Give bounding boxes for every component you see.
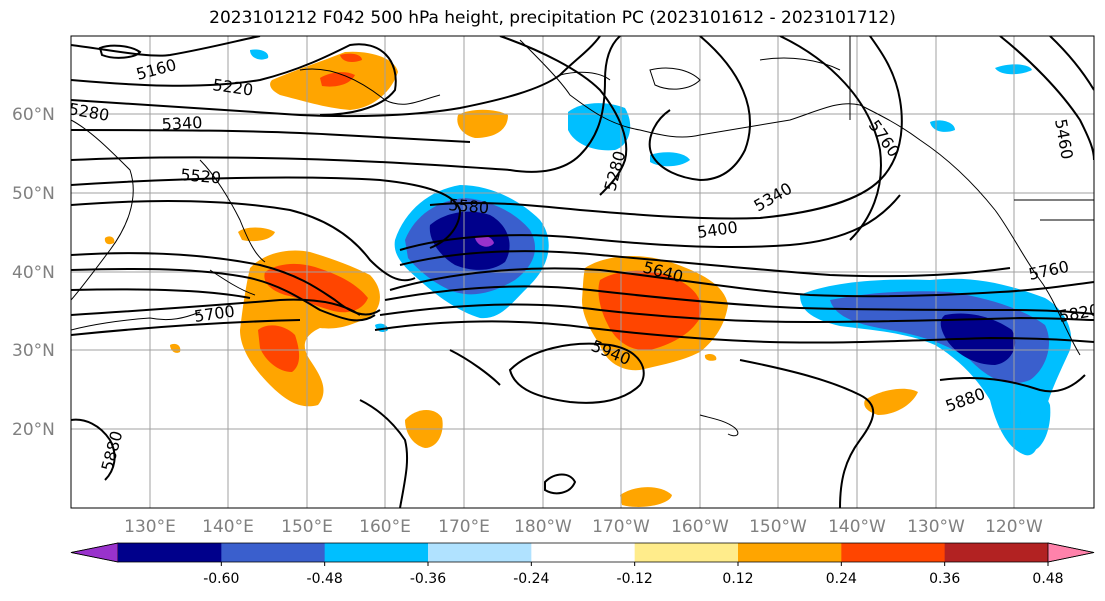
contour-label: 5340 [161, 113, 203, 134]
precip-negative-central-peak [475, 235, 494, 247]
colorbar-segment [944, 543, 1049, 562]
colorbar-segment [428, 543, 532, 562]
colorbar-extend-low [70, 542, 119, 563]
lat-label: 30°N [12, 341, 55, 361]
colorbar-segment [324, 543, 429, 562]
lat-label: 50°N [12, 184, 55, 204]
lat-label: 20°N [12, 420, 55, 440]
colorbar-tick-label: -0.36 [410, 571, 446, 587]
colorbar: -0.60 -0.48 -0.36 -0.24 -0.12 0.12 0.24 0.36 0.4… [70, 542, 1095, 587]
colorbar-tick-label: -0.60 [203, 571, 239, 587]
lon-label: 170°W [592, 517, 650, 537]
colorbar-segment [221, 543, 326, 562]
colorbar-segment [841, 543, 946, 562]
colorbar-segment [531, 543, 636, 562]
colorbar-tick-label: -0.12 [617, 571, 653, 587]
colorbar-segment [738, 543, 842, 562]
lon-label: 160°W [671, 517, 729, 537]
colorbar-tick-label: -0.48 [307, 571, 343, 587]
contour-label: 5580 [448, 195, 490, 217]
coastlines [71, 36, 1094, 437]
colorbar-segment [118, 543, 222, 562]
map-frame [70, 35, 1095, 509]
colorbar-tick-label: 0.48 [1032, 571, 1063, 587]
colorbar-tick-label: 0.36 [929, 571, 960, 587]
lon-label: 140°E [202, 517, 254, 537]
colorbar-tick-label: -0.24 [513, 571, 549, 587]
lon-label: 150°W [749, 517, 807, 537]
precip-negative-coast [1020, 388, 1051, 450]
lon-label: 120°W [985, 517, 1043, 537]
longitude-labels: 130°E 140°E 150°E 160°E 170°E 180°W 170°… [124, 517, 1043, 537]
lon-label: 140°W [828, 517, 886, 537]
latitude-labels: 60°N 50°N 40°N 30°N 20°N [12, 105, 55, 440]
lon-label: 180°W [514, 517, 572, 537]
lat-label: 60°N [12, 105, 55, 125]
lon-label: 160°E [359, 517, 411, 537]
lon-label: 130°E [124, 517, 176, 537]
lon-label: 170°E [438, 517, 490, 537]
lon-label: 150°E [281, 517, 333, 537]
colorbar-tick-label: 0.12 [722, 571, 753, 587]
colorbar-outline [70, 542, 1095, 563]
colorbar-segment [634, 543, 739, 562]
lon-label: 130°W [907, 517, 965, 537]
colorbar-extend-high [1047, 542, 1095, 563]
height-contours [71, 36, 1094, 508]
contour-label: 5520 [180, 165, 222, 187]
lat-label: 40°N [12, 263, 55, 283]
colorbar-tick-label: 0.24 [826, 571, 857, 587]
map-title: 2023101212 F042 500 hPa height, precipit… [209, 8, 896, 28]
precip-positive-aleut [457, 109, 508, 138]
precip-positive-central-core [598, 270, 702, 351]
precip-positive-east [864, 388, 918, 415]
precip-positive-south [620, 487, 672, 507]
